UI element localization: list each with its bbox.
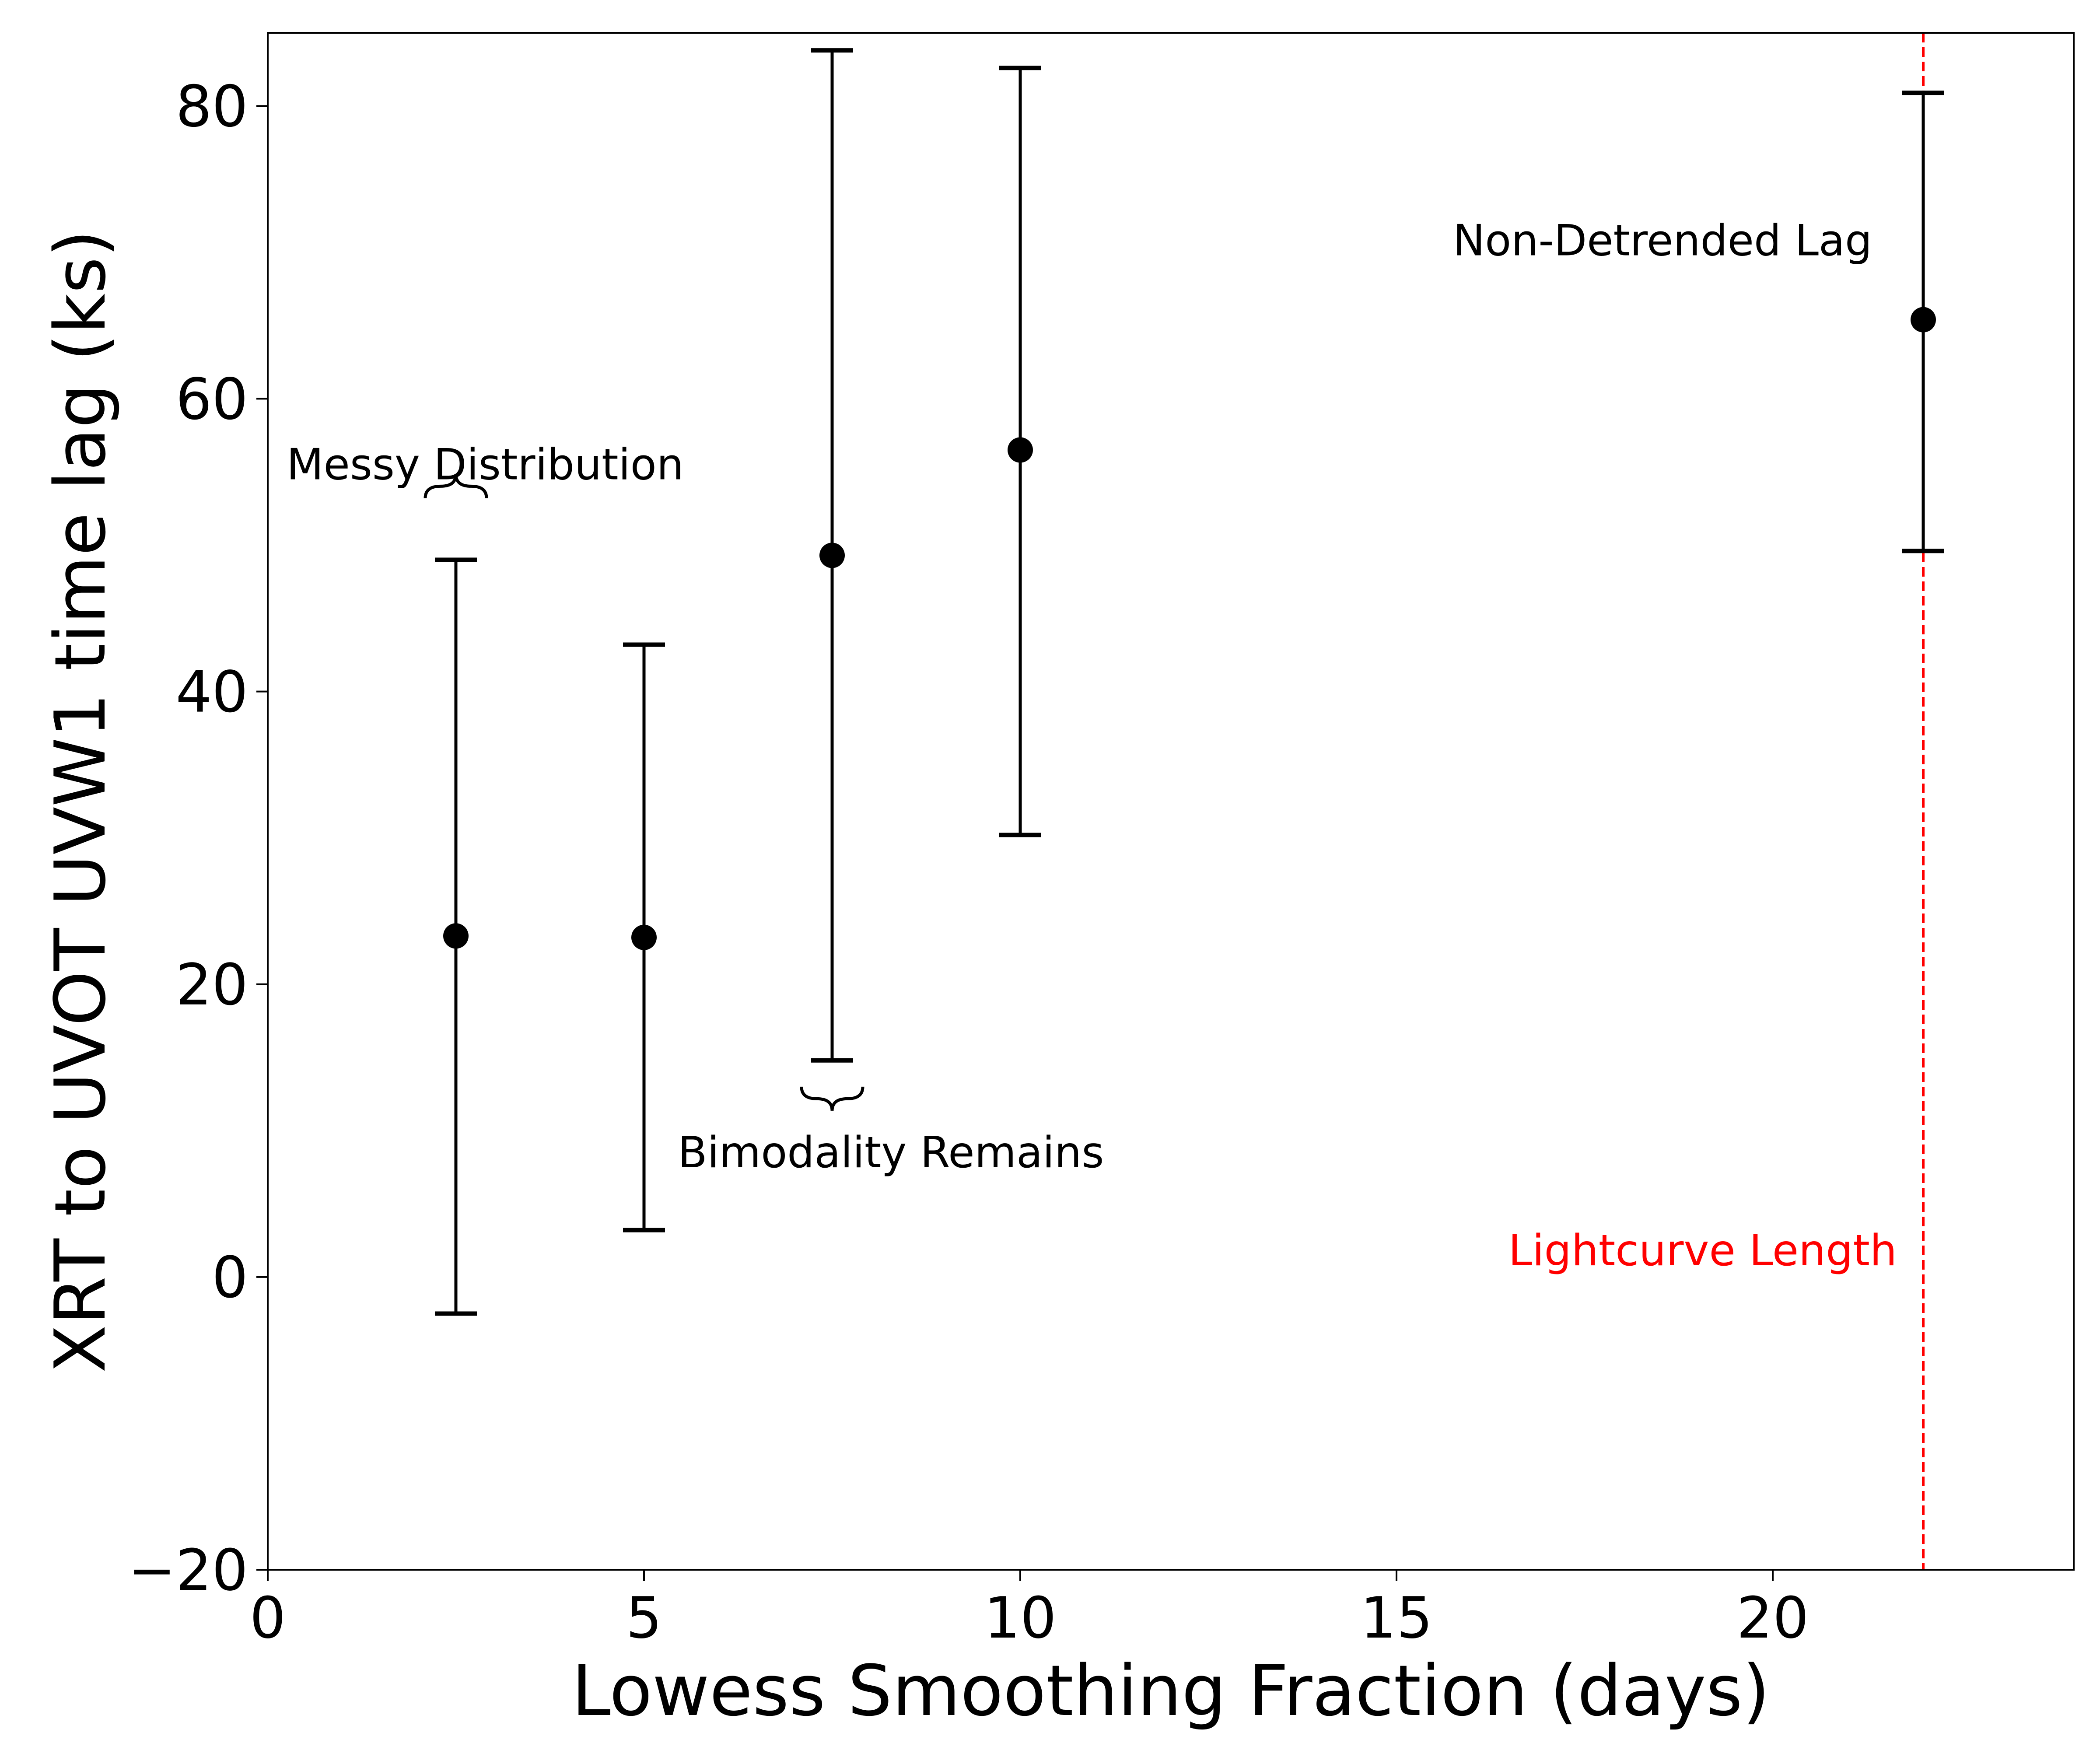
data-point [1008, 437, 1033, 463]
x-tick-label: 15 [1360, 1585, 1432, 1651]
x-tick-label: 0 [250, 1585, 286, 1651]
y-axis-title: XRT to UVOT UVW1 time lag (ks) [39, 230, 121, 1373]
x-tick-label: 5 [626, 1585, 662, 1651]
annotation-text: Messy Distribution [287, 440, 684, 490]
y-tick-label: 20 [176, 952, 248, 1018]
x-axis: 0 5 10 15 20 [250, 1570, 1809, 1651]
data-point [819, 542, 845, 568]
plot-frame [267, 32, 2075, 1571]
x-tick-label: 10 [984, 1585, 1056, 1651]
y-tick-label: 60 [176, 366, 248, 432]
x-axis-title: Lowess Smoothing Fraction (days) [572, 1650, 1770, 1732]
x-tick-label: 20 [1736, 1585, 1809, 1651]
y-tick-label: 40 [176, 659, 248, 725]
data-point [1911, 307, 1936, 332]
plot-area [435, 33, 1944, 1570]
annotation-text: Bimodality Remains [678, 1128, 1104, 1178]
y-axis: −20 0 20 40 60 80 [128, 73, 268, 1603]
y-tick-label: −20 [128, 1537, 248, 1603]
annotation-text: Non-Detrended Lag [1453, 216, 1872, 266]
data-point [631, 924, 657, 950]
brace-annotation [800, 1086, 864, 1111]
y-tick-label: 0 [212, 1244, 248, 1311]
annotations: Messy Distribution Bimodality Remains Non-… [287, 216, 1897, 1276]
brace-annotation [424, 474, 488, 499]
data-point [443, 923, 469, 949]
y-tick-label: 80 [176, 73, 248, 140]
lightcurve-length-label: Lightcurve Length [1508, 1226, 1897, 1276]
